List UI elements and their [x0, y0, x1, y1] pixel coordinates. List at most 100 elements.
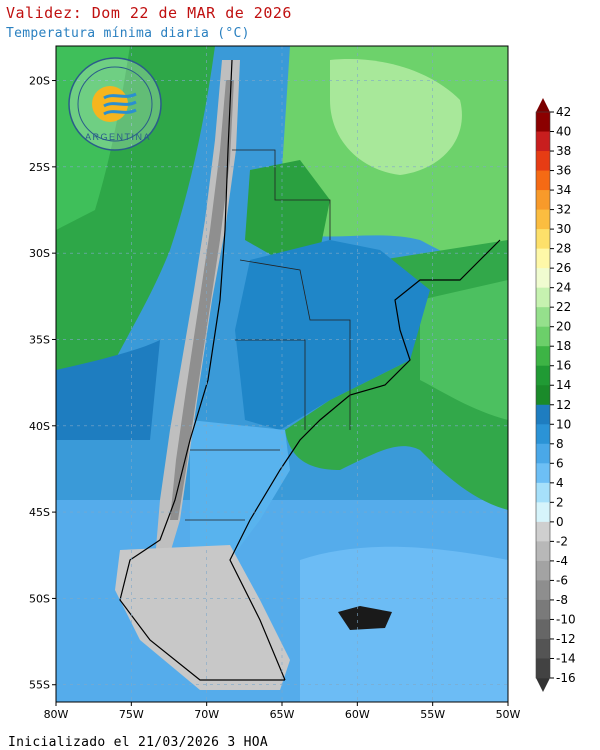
latitude-axis: 20S 25S 30S 35S 40S 45S 50S 55S — [29, 75, 56, 692]
colorbar-label: 22 — [556, 300, 571, 314]
colorbar-label: -4 — [556, 554, 568, 568]
colorbar-swatch — [536, 443, 550, 464]
colorbar-label: -12 — [556, 632, 576, 646]
colorbar-swatch — [536, 599, 550, 620]
colorbar-label: 6 — [556, 456, 564, 470]
colorbar-label: 2 — [556, 495, 564, 509]
longitude-label: 75W — [119, 708, 144, 721]
colorbar-swatch — [536, 268, 550, 289]
colorbar-label: 8 — [556, 437, 564, 451]
longitude-label: 65W — [270, 708, 295, 721]
colorbar-label: 12 — [556, 398, 571, 412]
brazil-hot-core — [330, 59, 462, 175]
colorbar-swatch — [536, 365, 550, 386]
colorbar-label: 34 — [556, 183, 571, 197]
colorbar-label: -8 — [556, 593, 568, 607]
waves-icon — [103, 92, 137, 116]
colorbar-label: 42 — [556, 105, 571, 119]
longitude-label: 70W — [194, 708, 219, 721]
colorbar-label: 38 — [556, 144, 571, 158]
andes-peaks — [170, 80, 234, 520]
colorbar-swatch — [536, 112, 550, 133]
colorbar-swatch — [536, 580, 550, 601]
colorbar-swatch — [536, 346, 550, 367]
latitude-label: 25S — [29, 161, 50, 174]
province-borders — [185, 149, 351, 521]
colorbar-swatch — [536, 151, 550, 172]
colorbar-label: -16 — [556, 671, 576, 685]
logo-inner-ring — [77, 66, 153, 142]
latitude-label: 55S — [29, 679, 50, 692]
colorbar-swatch — [536, 521, 550, 542]
colorbar-swatch — [536, 541, 550, 562]
colorbar-label: -6 — [556, 573, 568, 587]
colorbar-swatch — [536, 404, 550, 425]
colorbar-label: 36 — [556, 164, 571, 178]
colorbar-swatch — [536, 248, 550, 269]
colorbar-swatch — [536, 385, 550, 406]
far-south-band — [300, 546, 508, 702]
longitude-label: 80W — [44, 708, 69, 721]
colorbar-label: 16 — [556, 359, 571, 373]
colorbar-frame — [535, 111, 551, 679]
colorbar-label: 0 — [556, 515, 564, 529]
latitude-label: 45S — [29, 506, 50, 519]
colorbar-swatch — [536, 131, 550, 152]
colorbar-label: -14 — [556, 651, 576, 665]
latitude-label: 20S — [29, 75, 50, 88]
colorbar-label: 24 — [556, 281, 571, 295]
latitude-label: 50S — [29, 592, 50, 605]
latitude-label: 30S — [29, 247, 50, 260]
patagonia-zone — [190, 420, 290, 560]
colorbar-label: 32 — [556, 203, 571, 217]
graticule — [56, 46, 508, 702]
colorbar-label: -10 — [556, 612, 576, 626]
colorbar-swatch — [536, 326, 550, 347]
logo-text-bottom: ARGENTINA — [85, 132, 151, 142]
colorbar-label: 28 — [556, 242, 571, 256]
colorbar-swatch — [536, 502, 550, 523]
smn-logo: ARGENTINA — [68, 57, 162, 151]
colorbar-swatch — [536, 307, 550, 328]
longitude-label: 50W — [496, 708, 521, 721]
longitude-label: 60W — [345, 708, 370, 721]
colorbar-swatch — [536, 619, 550, 640]
colorbar-swatch — [536, 229, 550, 250]
atlantic-coastline — [229, 239, 501, 681]
atlantic-warm-band — [420, 280, 508, 420]
colorbar-label: 4 — [556, 476, 564, 490]
colorbar-label: 10 — [556, 417, 571, 431]
colorbar-swatch — [536, 482, 550, 503]
pacific-mid-zone — [56, 340, 160, 440]
colorbar-max-arrow — [536, 98, 550, 112]
map-subtitle: Temperatura mínima diaria (°C) — [6, 26, 250, 41]
colorbar-min-arrow — [536, 678, 550, 692]
colorbar-label: -2 — [556, 534, 568, 548]
colorbar-label: 20 — [556, 320, 571, 334]
malvinas-islands — [338, 606, 392, 630]
colorbar-swatch — [536, 209, 550, 230]
longitude-label: 55W — [420, 708, 445, 721]
north-argentina-zone — [245, 160, 330, 260]
colorbar-label: 30 — [556, 222, 571, 236]
colorbar-swatch — [536, 560, 550, 581]
colorbar-label: 26 — [556, 261, 571, 275]
colorbar-swatch — [536, 658, 550, 679]
map-field — [56, 46, 508, 702]
latitude-label: 40S — [29, 420, 50, 433]
latitude-label: 35S — [29, 333, 50, 346]
colorbar-swatch — [536, 424, 550, 445]
colorbar-label: 40 — [556, 125, 571, 139]
pampa-zone — [235, 240, 430, 430]
colorbar-swatch — [536, 638, 550, 659]
colorbar-label: 18 — [556, 339, 571, 353]
colorbar-swatch — [536, 170, 550, 191]
map-title: Validez: Dom 22 de MAR de 2026 — [6, 4, 292, 22]
colorbar-swatch — [536, 463, 550, 484]
pacific-coastline — [119, 59, 285, 681]
colorbar-label: 14 — [556, 378, 571, 392]
tierra-del-fuego-cold — [115, 545, 290, 690]
colorbar-swatch — [536, 190, 550, 211]
init-time: Inicializado el 21/03/2026 3 HOA — [8, 735, 269, 750]
